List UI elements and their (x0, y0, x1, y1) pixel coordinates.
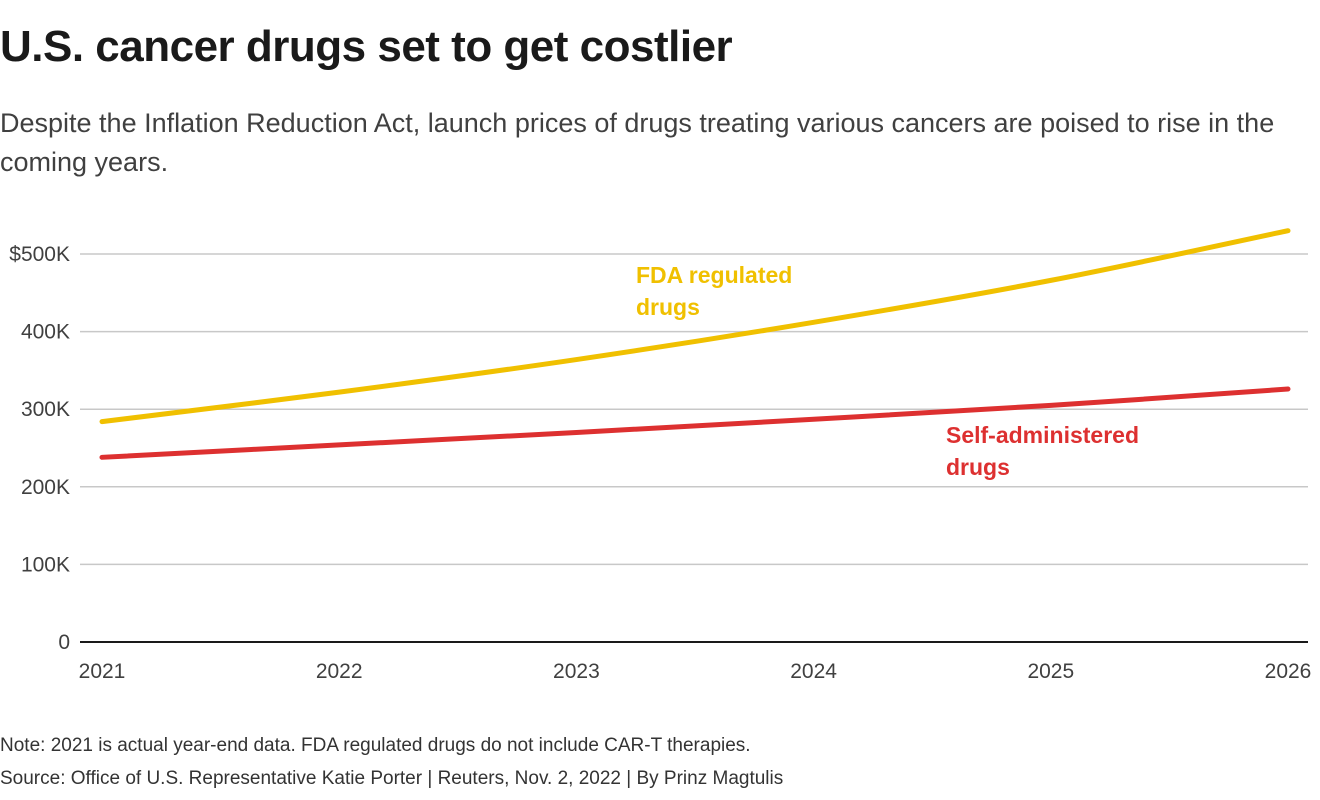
y-tick-label: 300K (21, 398, 70, 421)
x-tick-label: 2023 (553, 660, 600, 683)
y-tick-label: 400K (21, 321, 70, 344)
data-point-self (574, 430, 579, 435)
x-tick-label: 2024 (790, 660, 837, 683)
y-tick-label: 200K (21, 476, 70, 499)
x-tick-label: 2022 (316, 660, 363, 683)
y-tick-label: $500K (9, 243, 70, 266)
gridlines (80, 253, 1308, 643)
series-labels: FDA regulated drugs Self-administered drugs (636, 262, 1139, 480)
series-label-self: Self-administered drugs (946, 422, 1139, 480)
data-point-fda (1286, 228, 1291, 233)
series-line-fda (99, 228, 1291, 425)
data-point-fda (1048, 278, 1053, 283)
data-point-fda (337, 390, 342, 395)
data-point-self (1286, 387, 1291, 392)
x-tick-label: 2026 (1265, 660, 1312, 683)
chart-title: U.S. cancer drugs set to get costlier (0, 22, 733, 71)
series-lines (99, 228, 1291, 460)
x-axis-ticks: 2021 2022 2023 2024 2025 2026 (79, 660, 1312, 683)
series-line-self (99, 386, 1291, 460)
data-point-self (811, 417, 816, 422)
source-credit: Source: Office of U.S. Representative Ka… (0, 768, 784, 789)
y-tick-label: 100K (21, 553, 70, 576)
series-label-fda: FDA regulated drugs (636, 262, 792, 320)
data-point-self (100, 455, 105, 460)
data-point-self (337, 442, 342, 447)
data-point-fda (811, 320, 816, 325)
x-tick-label: 2025 (1027, 660, 1074, 683)
footnote: Note: 2021 is actual year-end data. FDA … (0, 735, 751, 756)
y-axis-ticks: 0 100K 200K 300K 400K $500K (9, 243, 70, 654)
data-point-fda (574, 357, 579, 362)
data-point-self (1048, 403, 1053, 408)
data-point-fda (100, 419, 105, 424)
y-tick-label: 0 (58, 631, 70, 654)
chart-subtitle: Despite the Inflation Reduction Act, lau… (0, 108, 1275, 177)
x-tick-label: 2021 (79, 660, 126, 683)
